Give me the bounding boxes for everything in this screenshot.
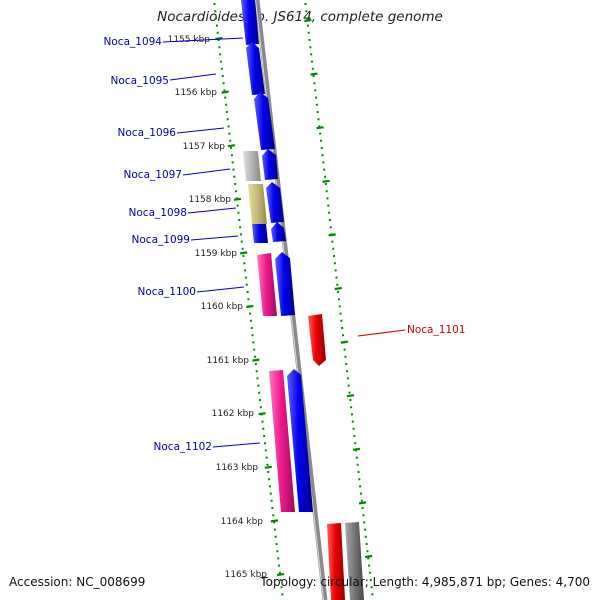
scale-label: 1158 kbp <box>189 195 232 205</box>
scale-labels: 1155 kbp 1156 kbp 1157 kbp 1158 kbp 1159… <box>168 35 268 580</box>
tick-major <box>334 286 342 291</box>
tick-major <box>346 394 355 398</box>
callout-line <box>196 286 245 293</box>
gene-1100-fwd-feature[interactable] <box>275 252 295 316</box>
tick-major <box>310 72 318 76</box>
callout-line <box>190 235 239 241</box>
callout-line <box>176 127 225 134</box>
callout-line <box>212 442 261 448</box>
tick-major <box>221 90 229 94</box>
scale-label: 1159 kbp <box>195 249 238 259</box>
tick-major <box>276 572 285 577</box>
scale-ticks <box>213 2 374 596</box>
scale-label: 1162 kbp <box>212 409 255 419</box>
gene-label-noca-1100[interactable]: Noca_1100 <box>138 286 196 298</box>
tick-major <box>322 179 330 183</box>
tick-major <box>246 304 254 309</box>
tick-major <box>358 501 367 505</box>
gene-bottom-gray-feature[interactable] <box>345 522 364 600</box>
gene-label-noca-1102[interactable]: Noca_1102 <box>154 441 212 453</box>
callout-line <box>357 329 406 337</box>
scale-label: 1160 kbp <box>201 302 244 312</box>
gene-track-right <box>308 314 364 600</box>
tick-major <box>364 554 373 559</box>
scale-label: 1164 kbp <box>221 517 264 527</box>
gene-label-noca-1095[interactable]: Noca_1095 <box>111 75 169 87</box>
gene-bottom-red-feature[interactable] <box>327 523 345 600</box>
scale-label: 1161 kbp <box>207 356 250 366</box>
tick-major <box>270 519 279 523</box>
gene-label-noca-1098[interactable]: Noca_1098 <box>129 207 187 219</box>
gene-noca-1098-feature[interactable] <box>248 184 267 224</box>
scale-label: 1163 kbp <box>216 463 259 473</box>
tick-major <box>304 18 312 23</box>
tick-major <box>340 340 348 344</box>
gene-label-noca-1096[interactable]: Noca_1096 <box>118 127 177 139</box>
gene-1098-fwd-feature[interactable] <box>266 182 284 223</box>
gene-label-noca-1094[interactable]: Noca_1094 <box>104 36 163 48</box>
tick-major <box>239 251 248 255</box>
gene-noca-1100-feature[interactable] <box>257 253 277 316</box>
tick-major <box>264 465 272 469</box>
gene-noca-1099-feature[interactable] <box>252 224 268 243</box>
tick-major <box>258 412 266 416</box>
gene-noca-1095-feature[interactable] <box>246 42 265 95</box>
scale-label: 1157 kbp <box>183 142 226 152</box>
gene-label-noca-1099[interactable]: Noca_1099 <box>132 234 190 246</box>
tick-major <box>252 358 260 362</box>
scale-label: 1155 kbp <box>168 35 211 45</box>
gene-1102-fwd-feature[interactable] <box>287 369 313 512</box>
callout-line <box>182 168 231 176</box>
tick-major <box>316 126 324 130</box>
genome-summary-text: Topology: circular; Length: 4,985,871 bp… <box>260 575 590 589</box>
gene-track-reverse <box>243 151 295 512</box>
gene-noca-1096-feature[interactable] <box>254 92 275 150</box>
tick-major <box>233 197 242 201</box>
gene-callouts <box>162 37 406 448</box>
gene-1099-fwd-feature[interactable] <box>271 222 286 242</box>
gene-label-noca-1101[interactable]: Noca_1101 <box>407 324 465 336</box>
gene-noca-1097-feature[interactable] <box>243 151 261 181</box>
scale-label: 1156 kbp <box>175 88 218 98</box>
scale-label: 1165 kbp <box>225 570 268 580</box>
tick-major <box>227 144 235 148</box>
callout-line <box>162 37 244 43</box>
gene-noca-1094-feature[interactable] <box>241 0 259 45</box>
map-title: Nocardioides sp. JS614, complete genome <box>157 9 443 25</box>
accession-text: Accession: NC_008699 <box>9 575 146 589</box>
tick-major <box>328 233 336 237</box>
tick-major <box>352 447 361 451</box>
callout-line <box>169 73 217 81</box>
gene-track-forward <box>241 0 313 512</box>
gene-noca-1101-feature[interactable] <box>308 314 326 366</box>
gene-1097-fwd-feature[interactable] <box>262 149 278 180</box>
gene-noca-1102-feature[interactable] <box>269 370 295 512</box>
gene-labels: Noca_1094 Noca_1095 Noca_1096 Noca_1097 … <box>104 36 466 453</box>
callout-line <box>187 207 237 214</box>
gene-label-noca-1097[interactable]: Noca_1097 <box>124 169 182 181</box>
